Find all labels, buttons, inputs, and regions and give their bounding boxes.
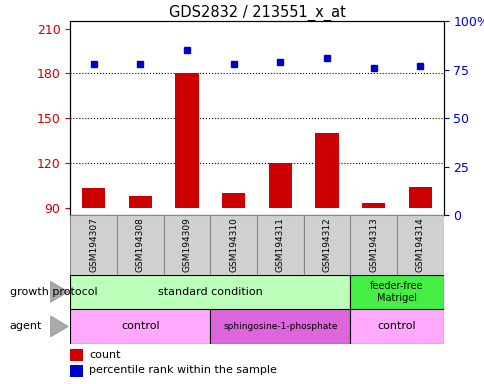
Bar xyxy=(70,275,349,309)
Bar xyxy=(396,215,443,275)
Bar xyxy=(70,309,210,344)
Text: growth protocol: growth protocol xyxy=(10,287,97,297)
Text: standard condition: standard condition xyxy=(158,287,262,297)
Text: percentile rank within the sample: percentile rank within the sample xyxy=(89,366,276,376)
Bar xyxy=(117,215,164,275)
Bar xyxy=(82,188,105,208)
Bar xyxy=(128,196,151,208)
Text: control: control xyxy=(377,321,416,331)
Text: GSM194310: GSM194310 xyxy=(229,217,238,272)
Bar xyxy=(70,349,83,361)
Text: GSM194309: GSM194309 xyxy=(182,217,191,272)
Bar xyxy=(362,203,385,208)
Text: count: count xyxy=(89,350,120,360)
Text: GSM194312: GSM194312 xyxy=(322,217,331,272)
Text: GSM194307: GSM194307 xyxy=(89,217,98,272)
Bar xyxy=(268,163,291,208)
Bar xyxy=(70,365,83,377)
Polygon shape xyxy=(50,281,68,302)
Bar xyxy=(349,275,443,309)
Title: GDS2832 / 213551_x_at: GDS2832 / 213551_x_at xyxy=(168,5,345,21)
Bar xyxy=(210,215,257,275)
Text: GSM194308: GSM194308 xyxy=(136,217,145,272)
Bar xyxy=(257,215,303,275)
Text: agent: agent xyxy=(10,321,42,331)
Bar xyxy=(210,309,349,344)
Bar xyxy=(164,215,210,275)
Bar xyxy=(408,187,431,208)
Bar xyxy=(175,73,198,208)
Text: GSM194313: GSM194313 xyxy=(368,217,378,272)
Polygon shape xyxy=(50,316,68,337)
Text: GSM194314: GSM194314 xyxy=(415,217,424,272)
Bar xyxy=(303,215,349,275)
Bar xyxy=(222,193,245,208)
Bar xyxy=(315,133,338,208)
Bar xyxy=(349,215,396,275)
Text: sphingosine-1-phosphate: sphingosine-1-phosphate xyxy=(223,322,337,331)
Bar xyxy=(70,215,117,275)
Text: control: control xyxy=(121,321,159,331)
Bar xyxy=(349,309,443,344)
Text: feeder-free
Matrigel: feeder-free Matrigel xyxy=(370,281,423,303)
Text: GSM194311: GSM194311 xyxy=(275,217,284,272)
